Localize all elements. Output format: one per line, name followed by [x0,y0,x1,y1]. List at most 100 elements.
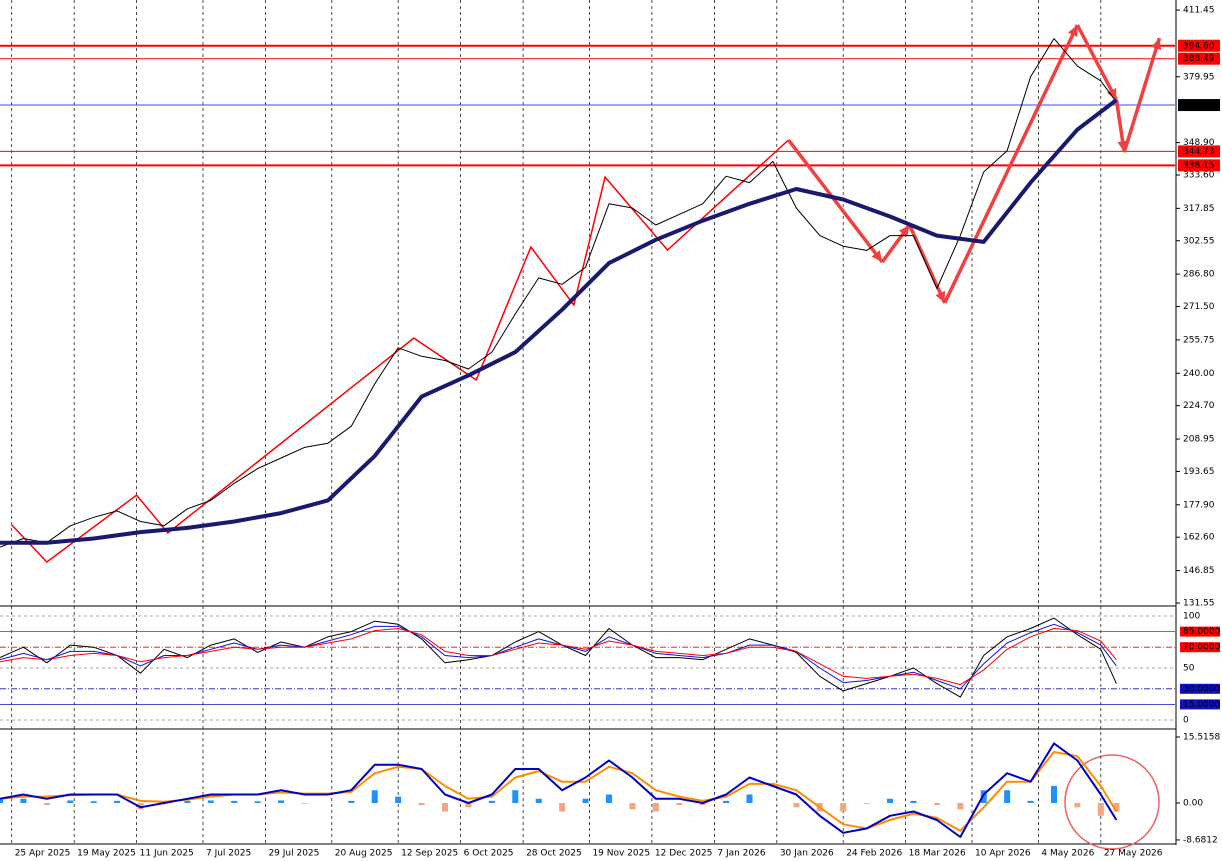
x-tick-label: 12 Sep 2025 [401,849,458,859]
arrow-line [1075,24,1118,101]
y-tick-label: 317.85 [1183,204,1215,214]
arrow-head [1106,87,1117,100]
price-level-label: 394.60 [1183,41,1215,51]
price-label-box [1178,145,1220,158]
y-tick-label: 271.50 [1183,302,1215,312]
price-label-box [1178,99,1220,112]
series-line [0,38,1117,548]
x-tick-label: 30 Jan 2026 [780,849,834,859]
y-tick-label: 224.70 [1183,401,1215,411]
level-label-box [1180,699,1220,710]
histogram-bar [933,803,940,806]
histogram-bar [1097,803,1104,816]
histogram-bar [488,800,495,804]
histogram-bar [629,803,636,810]
histogram-bar [582,798,589,804]
histogram-bar [1027,800,1034,804]
histogram-bar [67,800,74,804]
y-tick-label: 379.95 [1183,72,1215,82]
histogram-bar [418,803,425,806]
price-level-label: 338.15 [1183,161,1215,171]
arrow-head [935,290,946,303]
histogram-bar [863,803,870,804]
x-tick-label: 19 Nov 2025 [592,849,650,859]
histogram-bar [348,800,355,804]
arrow-line [1122,37,1162,153]
x-tick-label: 6 Oct 2025 [464,849,514,859]
histogram-bar [395,796,402,804]
y-tick-label: 255.75 [1183,335,1215,345]
price-label-box [1178,159,1220,172]
histogram-bar [676,803,683,806]
x-tick-label: 7 Jul 2025 [206,849,251,859]
arrow-line [787,138,884,264]
y-tick-label: 70.0000 [1183,643,1220,653]
histogram-bar [1050,785,1057,804]
histogram-bar [114,800,121,804]
histogram-bar [840,803,847,812]
histogram-bar [278,800,285,804]
x-tick-label: 11 Jun 2025 [140,849,194,859]
histogram-bar [43,803,50,806]
y-tick-label: 15.0000 [1183,700,1220,710]
y-tick-label: 208.95 [1183,435,1215,445]
histogram-bar [699,803,706,806]
histogram-bar [652,803,659,812]
y-tick-label: 15.5158 [1183,732,1220,742]
histogram-bar [371,790,378,804]
price-label-box [1178,39,1220,52]
histogram-bar [910,800,917,804]
histogram-bar [1113,803,1120,812]
y-tick-label: 177.90 [1183,500,1215,510]
histogram-bar [184,800,191,804]
histogram-bar [90,801,97,804]
y-tick-label: 30.0000 [1183,684,1220,694]
x-tick-label: 19 May 2025 [77,849,136,859]
histogram-bar [512,790,519,804]
y-tick-label: 0.00 [1183,799,1203,809]
histogram-bar [207,800,214,804]
y-tick-label: 100 [1183,612,1200,622]
y-tick-label: 193.65 [1183,467,1215,477]
level-label-box [1180,642,1220,653]
x-tick-label: 24 Feb 2026 [846,849,902,859]
y-tick-label: 411.45 [1183,6,1215,16]
zigzag-line [11,139,790,563]
histogram-bar [793,803,800,808]
histogram-bar [980,790,987,804]
series-line [0,742,1118,838]
y-tick-label: 50 [1183,664,1195,674]
y-tick-label: 333.60 [1183,170,1215,180]
x-tick-label: 18 Mar 2026 [909,849,966,859]
x-tick-label: 10 Apr 2026 [975,849,1031,859]
x-tick-label: 20 Aug 2025 [335,849,393,859]
series-line [0,98,1118,545]
y-tick-label: 146.85 [1183,566,1215,576]
highlight-circle [1064,754,1160,850]
price-label-box [1178,52,1220,65]
level-label-box [1180,626,1220,637]
y-tick-label: -8.6812 [1183,835,1218,845]
y-tick-label: 85.0000 [1183,627,1220,637]
histogram-bar [301,803,308,804]
arrow-head [871,250,883,263]
series-line [0,628,1117,686]
histogram-bar [559,803,566,812]
histogram-bar [1004,790,1011,804]
histogram-bar [442,803,449,812]
histogram-bar [957,803,964,810]
y-tick-label: 286.80 [1183,270,1215,280]
arrow-head [1151,38,1162,50]
x-tick-label: 27 May 2026 [1104,849,1163,859]
y-tick-label: 348.90 [1183,138,1215,148]
histogram-bar [465,803,472,808]
y-tick-label: 0 [1183,715,1189,725]
arrow-line [943,24,1079,304]
x-tick-label: 25 Apr 2025 [15,849,71,859]
histogram-bar [535,798,542,804]
histogram-bar [254,801,261,804]
histogram-bar [231,800,238,804]
y-tick-label: 240.00 [1183,369,1215,379]
